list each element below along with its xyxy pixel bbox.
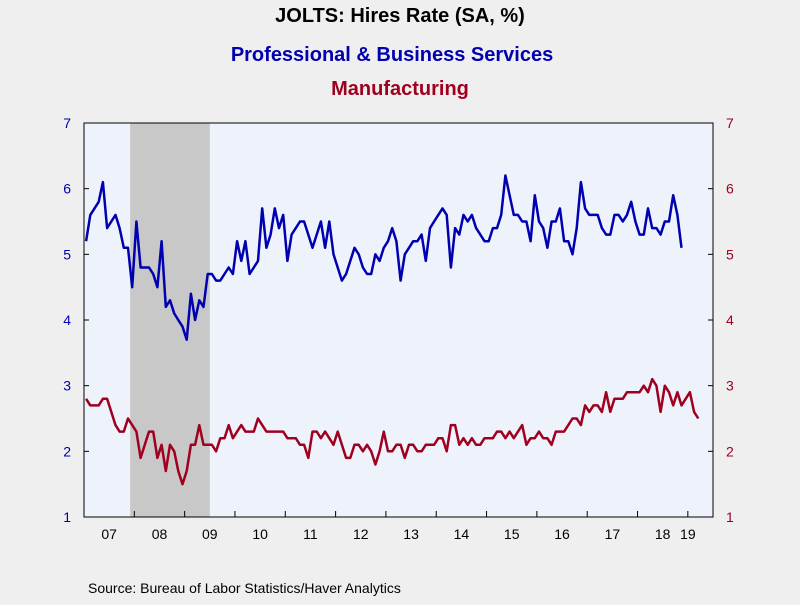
left-tick-label: 6 [63, 181, 71, 197]
recession-shading [130, 123, 210, 517]
x-tick-label: 15 [504, 526, 520, 542]
right-tick-label: 5 [726, 246, 734, 262]
left-tick-label: 1 [63, 509, 71, 525]
x-tick-label: 08 [152, 526, 168, 542]
legend-mfg: Manufacturing [331, 78, 469, 100]
right-tick-label: 3 [726, 378, 734, 394]
x-tick-label: 07 [101, 526, 117, 542]
legend-pbs: Professional & Business Services [231, 44, 553, 66]
right-tick-label: 2 [726, 443, 734, 459]
x-tick-label: 17 [605, 526, 621, 542]
source-note: Source: Bureau of Labor Statistics/Haver… [88, 580, 401, 596]
chart-title: JOLTS: Hires Rate (SA, %) [275, 5, 525, 27]
x-tick-label: 14 [454, 526, 470, 542]
x-tick-label: 13 [403, 526, 419, 542]
left-tick-label: 3 [63, 378, 71, 394]
x-axis: 07 08 09 10 11 12 13 14 15 16 17 18 19 [83, 511, 696, 542]
series-line-manufacturing [85, 377, 700, 486]
x-tick-label: 12 [353, 526, 369, 542]
x-tick-label: 10 [252, 526, 268, 542]
right-tick-label: 1 [726, 509, 734, 525]
left-tick-label: 2 [63, 443, 71, 459]
left-tick-label: 5 [63, 246, 71, 262]
right-tick-label: 4 [726, 312, 734, 328]
x-tick-label: 16 [554, 526, 570, 542]
left-tick-label: 7 [63, 115, 71, 131]
right-tick-label: 7 [726, 115, 734, 131]
x-tick-label: 18 [655, 526, 671, 542]
x-tick-label: 11 [303, 526, 318, 542]
left-tick-label: 4 [63, 312, 71, 328]
series-line-professional-business-services [84, 174, 683, 341]
x-tick-label: 19 [680, 526, 696, 542]
right-tick-label: 6 [726, 181, 734, 197]
plot-frame [83, 122, 714, 518]
x-tick-label: 09 [202, 526, 218, 542]
